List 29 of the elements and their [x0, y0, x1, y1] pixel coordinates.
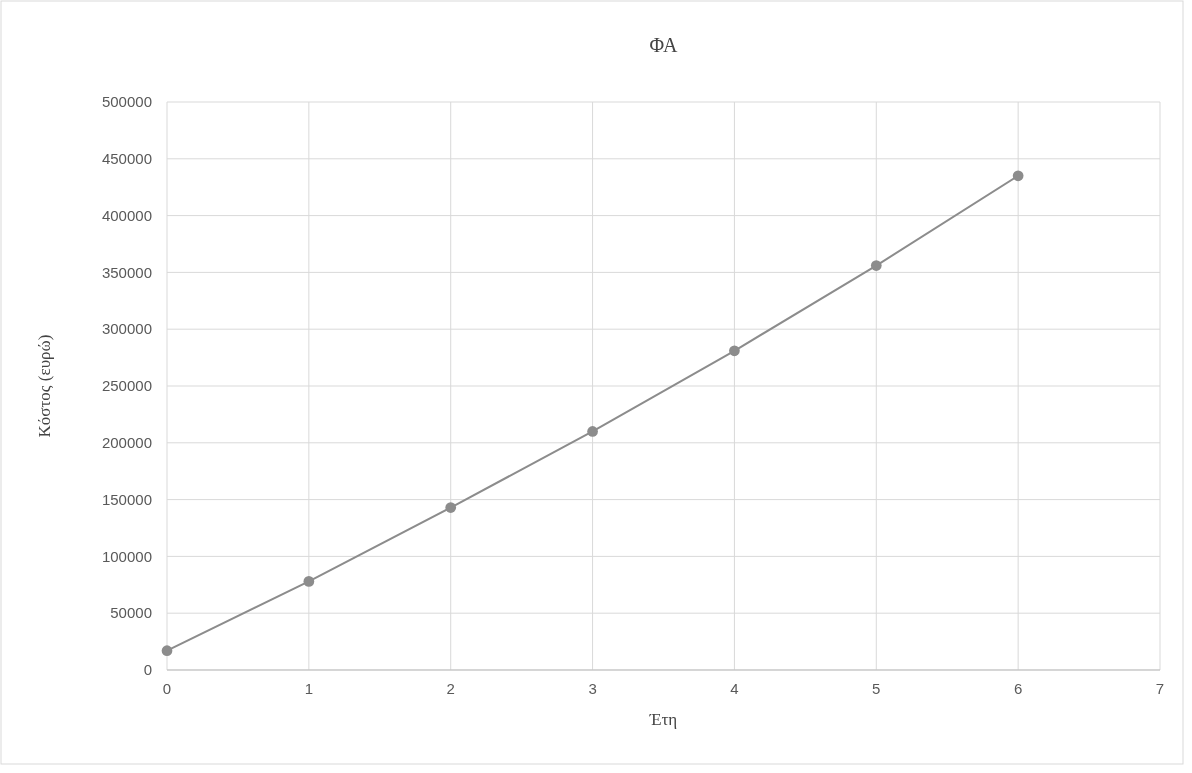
point [587, 426, 598, 437]
x-tick-label: 0 [162, 680, 172, 697]
point [303, 576, 315, 587]
y-tick-label: 500000 [101, 93, 152, 111]
y-tick-label: 0 [143, 661, 152, 679]
y-tick-label: 200000 [101, 434, 152, 452]
point [445, 502, 457, 513]
point [870, 260, 882, 271]
x-tick-label: 2 [446, 680, 455, 697]
x-tick-label: 1 [304, 680, 314, 697]
x-tick-label: 4 [730, 680, 739, 697]
point [161, 645, 173, 657]
x-tick-label: 7 [1155, 680, 1165, 697]
point [1012, 170, 1024, 182]
y-tick-label: 50000 [110, 604, 152, 622]
y-tick-label: 350000 [101, 263, 152, 281]
x-tick-label: 3 [588, 680, 597, 697]
y-tick-label: 300000 [101, 320, 152, 338]
chart-title: ΦΑ [649, 34, 679, 56]
y-tick-label: 250000 [101, 377, 152, 395]
y-tick-label: 100000 [101, 547, 152, 565]
y-tick-label: 450000 [101, 150, 152, 168]
y-axis-title: Κόστος (ευρώ) [35, 334, 54, 438]
x-tick-label: 6 [1013, 680, 1023, 697]
point [729, 345, 740, 357]
x-axis-title: Έτη [648, 710, 678, 729]
y-tick-label: 150000 [101, 490, 152, 508]
y-tick-label: 400000 [101, 206, 152, 224]
x-tick-label: 5 [872, 680, 881, 697]
